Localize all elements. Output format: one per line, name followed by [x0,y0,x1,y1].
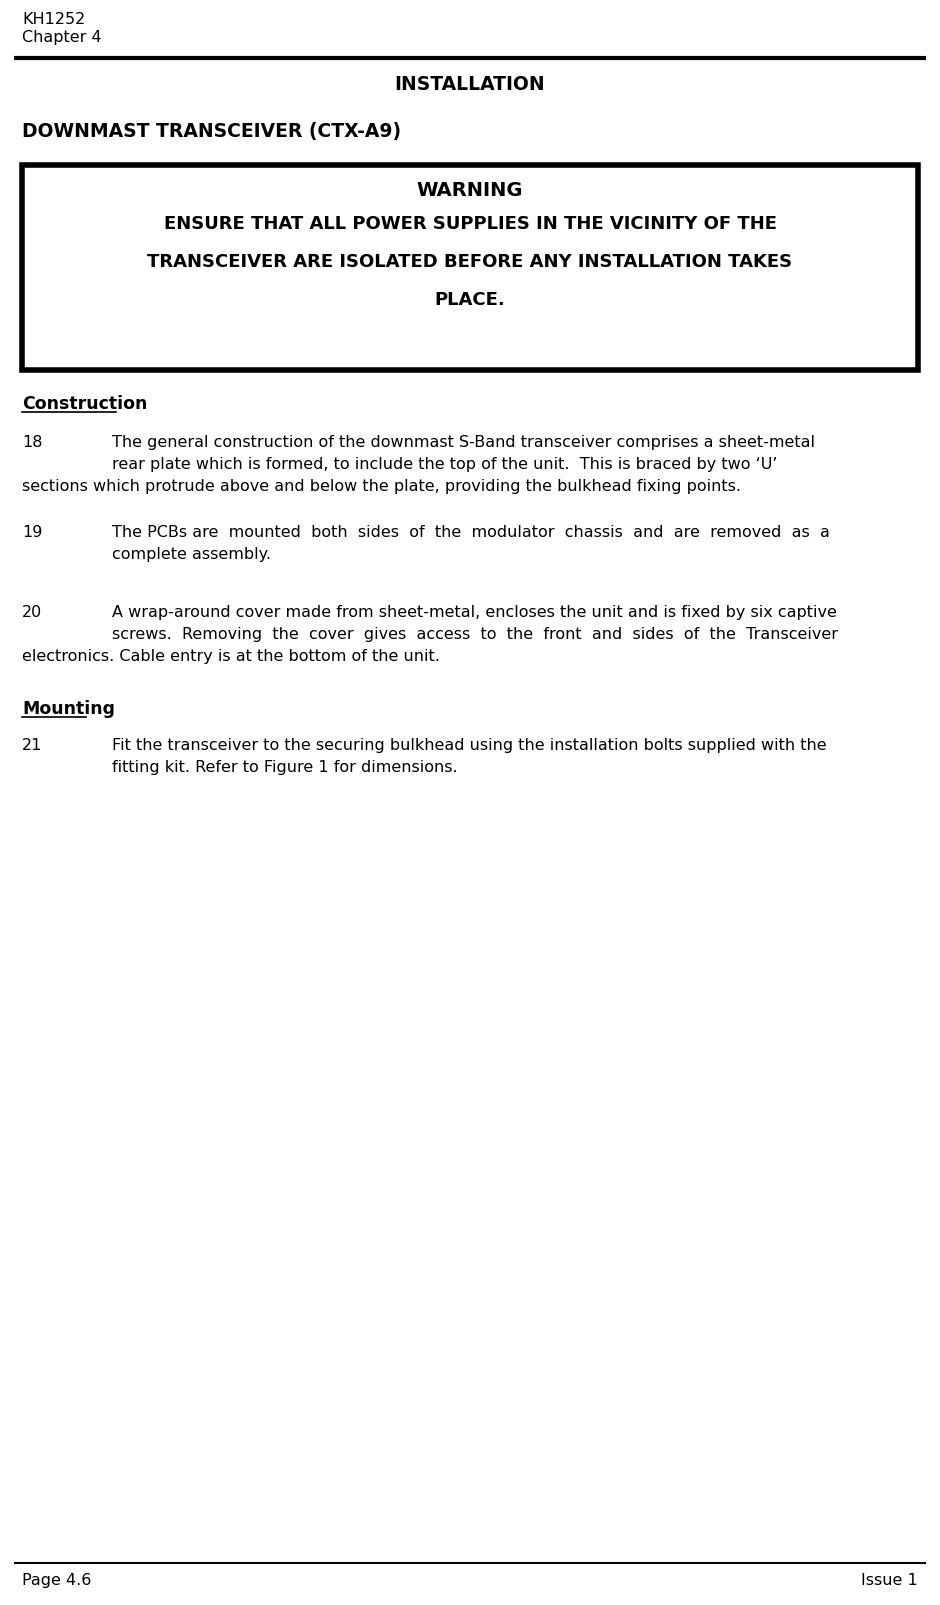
Text: PLACE.: PLACE. [434,291,506,310]
Text: screws.  Removing  the  cover  gives  access  to  the  front  and  sides  of  th: screws. Removing the cover gives access … [112,628,838,642]
Text: rear plate which is formed, to include the top of the unit.  This is braced by t: rear plate which is formed, to include t… [112,457,777,472]
Text: The general construction of the downmast S-Band transceiver comprises a sheet-me: The general construction of the downmast… [112,435,815,449]
Text: Construction: Construction [22,395,148,412]
Text: DOWNMAST TRANSCEIVER (CTX-A9): DOWNMAST TRANSCEIVER (CTX-A9) [22,122,401,141]
Text: A wrap-around cover made from sheet-metal, encloses the unit and is fixed by six: A wrap-around cover made from sheet-meta… [112,605,837,620]
Text: sections which protrude above and below the plate, providing the bulkhead fixing: sections which protrude above and below … [22,478,741,494]
Text: Chapter 4: Chapter 4 [22,30,102,45]
Text: 19: 19 [22,525,42,539]
Text: 18: 18 [22,435,42,449]
Text: Mounting: Mounting [22,700,115,717]
Text: electronics. Cable entry is at the bottom of the unit.: electronics. Cable entry is at the botto… [22,648,440,664]
Text: The PCBs are  mounted  both  sides  of  the  modulator  chassis  and  are  remov: The PCBs are mounted both sides of the m… [112,525,830,539]
Text: 20: 20 [22,605,42,620]
Text: Issue 1: Issue 1 [861,1573,918,1587]
Text: Fit the transceiver to the securing bulkhead using the installation bolts suppli: Fit the transceiver to the securing bulk… [112,738,826,753]
Text: 21: 21 [22,738,42,753]
Text: WARNING: WARNING [416,181,524,201]
Bar [22,165,918,371]
Text: INSTALLATION: INSTALLATION [395,75,545,95]
Text: Page 4.6: Page 4.6 [22,1573,91,1587]
Text: TRANSCEIVER ARE ISOLATED BEFORE ANY INSTALLATION TAKES: TRANSCEIVER ARE ISOLATED BEFORE ANY INST… [148,254,792,271]
Text: ENSURE THAT ALL POWER SUPPLIES IN THE VICINITY OF THE: ENSURE THAT ALL POWER SUPPLIES IN THE VI… [164,215,776,233]
Text: KH1252: KH1252 [22,11,86,27]
Text: fitting kit. Refer to Figure 1 for dimensions.: fitting kit. Refer to Figure 1 for dimen… [112,761,458,775]
Text: complete assembly.: complete assembly. [112,547,271,562]
